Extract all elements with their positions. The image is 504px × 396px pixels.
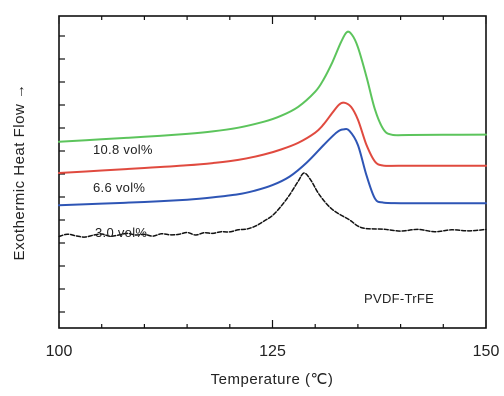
x-tick-label: 125 (259, 343, 286, 360)
series-labels: 10.8 vol% 6.6 vol% 3.0 vol% PVDF-TrFE (93, 142, 434, 306)
x-axis-title: Temperature (℃) (211, 371, 334, 388)
series-line-pvdf-trfe (58, 172, 487, 238)
plot-frame (58, 15, 487, 329)
x-tick-label: 150 (473, 343, 500, 360)
series-line-3-0-vol- (58, 128, 487, 207)
series-label: 3.0 vol% (95, 225, 147, 240)
series-line-10-8-vol- (58, 30, 487, 143)
series-label: PVDF-TrFE (364, 291, 434, 306)
y-axis-title: Exothermic Heat Flow → (11, 84, 28, 261)
series-line-6-6-vol- (58, 101, 487, 174)
x-tick-labels: 100 125 150 (46, 343, 500, 360)
x-tick-label: 100 (46, 343, 73, 360)
axis-ticks (58, 16, 487, 328)
series-label: 10.8 vol% (93, 142, 153, 157)
series-lines (58, 30, 487, 238)
series-label: 6.6 vol% (93, 180, 145, 195)
